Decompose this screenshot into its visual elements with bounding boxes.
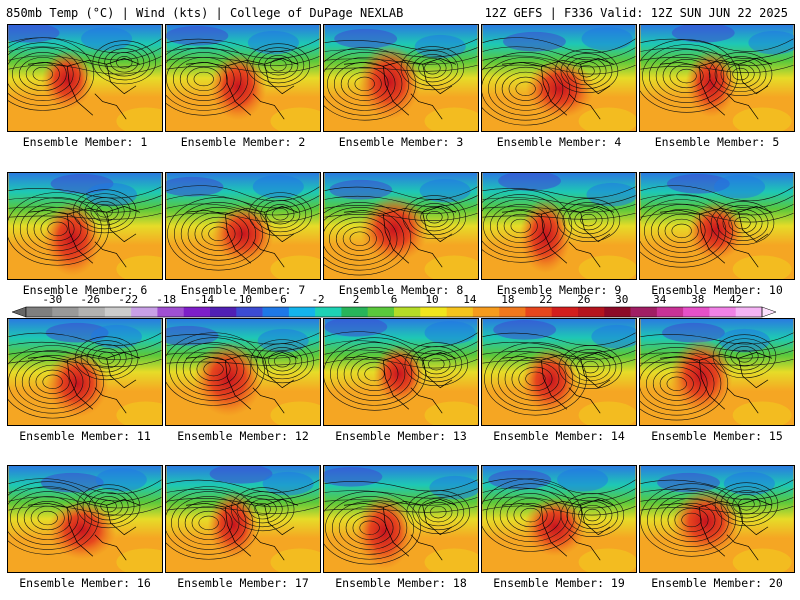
colorbar-swatch bbox=[551, 307, 579, 317]
ensemble-member-map bbox=[165, 172, 321, 280]
colorbar-tick-label: -2 bbox=[311, 293, 324, 306]
colorbar-tick-label: 6 bbox=[391, 293, 398, 306]
ensemble-member-map bbox=[481, 172, 637, 280]
ensemble-member-label: Ensemble Member: 4 bbox=[496, 135, 622, 149]
ensemble-member-label: Ensemble Member: 9 bbox=[496, 283, 622, 297]
colorbar-tick-label: 10 bbox=[425, 293, 438, 306]
ensemble-member-label: Ensemble Member: 2 bbox=[180, 135, 306, 149]
colorbar-tick-label: 42 bbox=[729, 293, 742, 306]
colorbar-tick-label: -10 bbox=[232, 293, 252, 306]
ensemble-member-map bbox=[639, 318, 795, 426]
ensemble-member-map bbox=[481, 465, 637, 573]
ensemble-member-map bbox=[481, 318, 637, 426]
colorbar-swatch bbox=[183, 307, 211, 317]
colorbar-tick-label: 38 bbox=[691, 293, 704, 306]
colorbar-swatch bbox=[52, 307, 79, 317]
ensemble-member-map bbox=[639, 24, 795, 132]
ensemble-member-label: Ensemble Member: 7 bbox=[180, 283, 306, 297]
colorbar-swatch bbox=[26, 307, 53, 317]
colorbar-swatch bbox=[656, 307, 684, 317]
colorbar-swatch bbox=[472, 307, 500, 317]
ensemble-member-map bbox=[323, 465, 479, 573]
ensemble-member-map bbox=[7, 318, 163, 426]
ensemble-member-map bbox=[7, 172, 163, 280]
colorbar-frame bbox=[25, 306, 763, 318]
colorbar-swatch bbox=[78, 307, 106, 317]
ensemble-member-label: Ensemble Member: 15 bbox=[651, 429, 783, 443]
colorbar-tick-label: 34 bbox=[653, 293, 667, 306]
colorbar-swatch bbox=[157, 307, 185, 317]
map-title: 850mb Temp (°C) | Wind (kts) | College o… bbox=[6, 6, 404, 20]
colorbar-tick-label: 26 bbox=[577, 293, 590, 306]
colorbar-tick-label: 18 bbox=[501, 293, 514, 306]
ensemble-member-label: Ensemble Member: 16 bbox=[19, 576, 151, 590]
ensemble-member-map bbox=[165, 318, 321, 426]
ensemble-member-map bbox=[7, 24, 163, 132]
colorbar-tick-label: -14 bbox=[194, 293, 214, 306]
ensemble-member-map bbox=[639, 465, 795, 573]
colorbar-swatch bbox=[446, 307, 474, 317]
ensemble-member-map bbox=[323, 318, 479, 426]
ensemble-member-map bbox=[7, 465, 163, 573]
model-run-info: 12Z GEFS | F336 Valid: 12Z SUN JUN 22 20… bbox=[484, 6, 788, 20]
ensemble-member-map bbox=[639, 172, 795, 280]
ensemble-member-label: Ensemble Member: 8 bbox=[338, 283, 464, 297]
colorbar-swatch bbox=[104, 307, 132, 317]
temperature-colorbar: -30 -26 -22 -18 -14 -10 -6 -2 2 6 10 14 18 22 26 30 34 38… bbox=[11, 293, 777, 318]
colorbar-swatch bbox=[735, 307, 763, 317]
colorbar-swatch bbox=[341, 307, 369, 317]
colorbar-tick-label: -26 bbox=[80, 293, 100, 306]
ensemble-member-label: Ensemble Member: 13 bbox=[335, 429, 467, 443]
ensemble-member-map bbox=[165, 24, 321, 132]
colorbar-swatch bbox=[683, 307, 710, 317]
ensemble-member-label: Ensemble Member: 3 bbox=[338, 135, 464, 149]
ensemble-member-label: Ensemble Member: 18 bbox=[335, 576, 467, 590]
colorbar-swatch bbox=[236, 307, 263, 317]
colorbar-swatch bbox=[709, 307, 737, 317]
colorbar-tick-label: -22 bbox=[118, 293, 138, 306]
colorbar-swatch bbox=[131, 307, 158, 317]
ensemble-member-map bbox=[323, 24, 479, 132]
colorbar-tick-label: 22 bbox=[539, 293, 552, 306]
ensemble-member-label: Ensemble Member: 10 bbox=[651, 283, 783, 297]
ensemble-member-map bbox=[323, 172, 479, 280]
ensemble-member-label: Ensemble Member: 11 bbox=[19, 429, 151, 443]
colorbar-swatch bbox=[394, 307, 421, 317]
colorbar-swatch bbox=[604, 307, 631, 317]
ensemble-member-label: Ensemble Member: 17 bbox=[177, 576, 309, 590]
colorbar-tick-label: -18 bbox=[156, 293, 176, 306]
ensemble-member-label: Ensemble Member: 19 bbox=[493, 576, 625, 590]
colorbar-swatch bbox=[367, 307, 395, 317]
ensemble-member-label: Ensemble Member: 20 bbox=[651, 576, 783, 590]
colorbar-left-arrow bbox=[11, 306, 27, 318]
colorbar-swatch bbox=[420, 307, 447, 317]
colorbar-swatch bbox=[262, 307, 290, 317]
colorbar-tick-label: -30 bbox=[42, 293, 62, 306]
colorbar-swatch bbox=[210, 307, 237, 317]
colorbar-swatch bbox=[499, 307, 526, 317]
ensemble-member-label: Ensemble Member: 1 bbox=[22, 135, 148, 149]
ensemble-member-label: Ensemble Member: 5 bbox=[654, 135, 780, 149]
colorbar-tick-label: 2 bbox=[353, 293, 360, 306]
colorbar-swatch bbox=[578, 307, 605, 317]
colorbar-swatch bbox=[288, 307, 316, 317]
ensemble-member-label: Ensemble Member: 12 bbox=[177, 429, 309, 443]
ensemble-member-map bbox=[165, 465, 321, 573]
colorbar-swatch bbox=[525, 307, 553, 317]
ensemble-member-label: Ensemble Member: 14 bbox=[493, 429, 625, 443]
colorbar-tick-label: 30 bbox=[615, 293, 628, 306]
ensemble-member-map bbox=[481, 24, 637, 132]
ensemble-member-label: Ensemble Member: 6 bbox=[22, 283, 148, 297]
colorbar-swatch bbox=[630, 307, 658, 317]
colorbar-swatch bbox=[315, 307, 342, 317]
colorbar-tick-label: -6 bbox=[273, 293, 286, 306]
colorbar-right-arrow bbox=[761, 306, 777, 318]
colorbar-tick-label: 14 bbox=[463, 293, 477, 306]
